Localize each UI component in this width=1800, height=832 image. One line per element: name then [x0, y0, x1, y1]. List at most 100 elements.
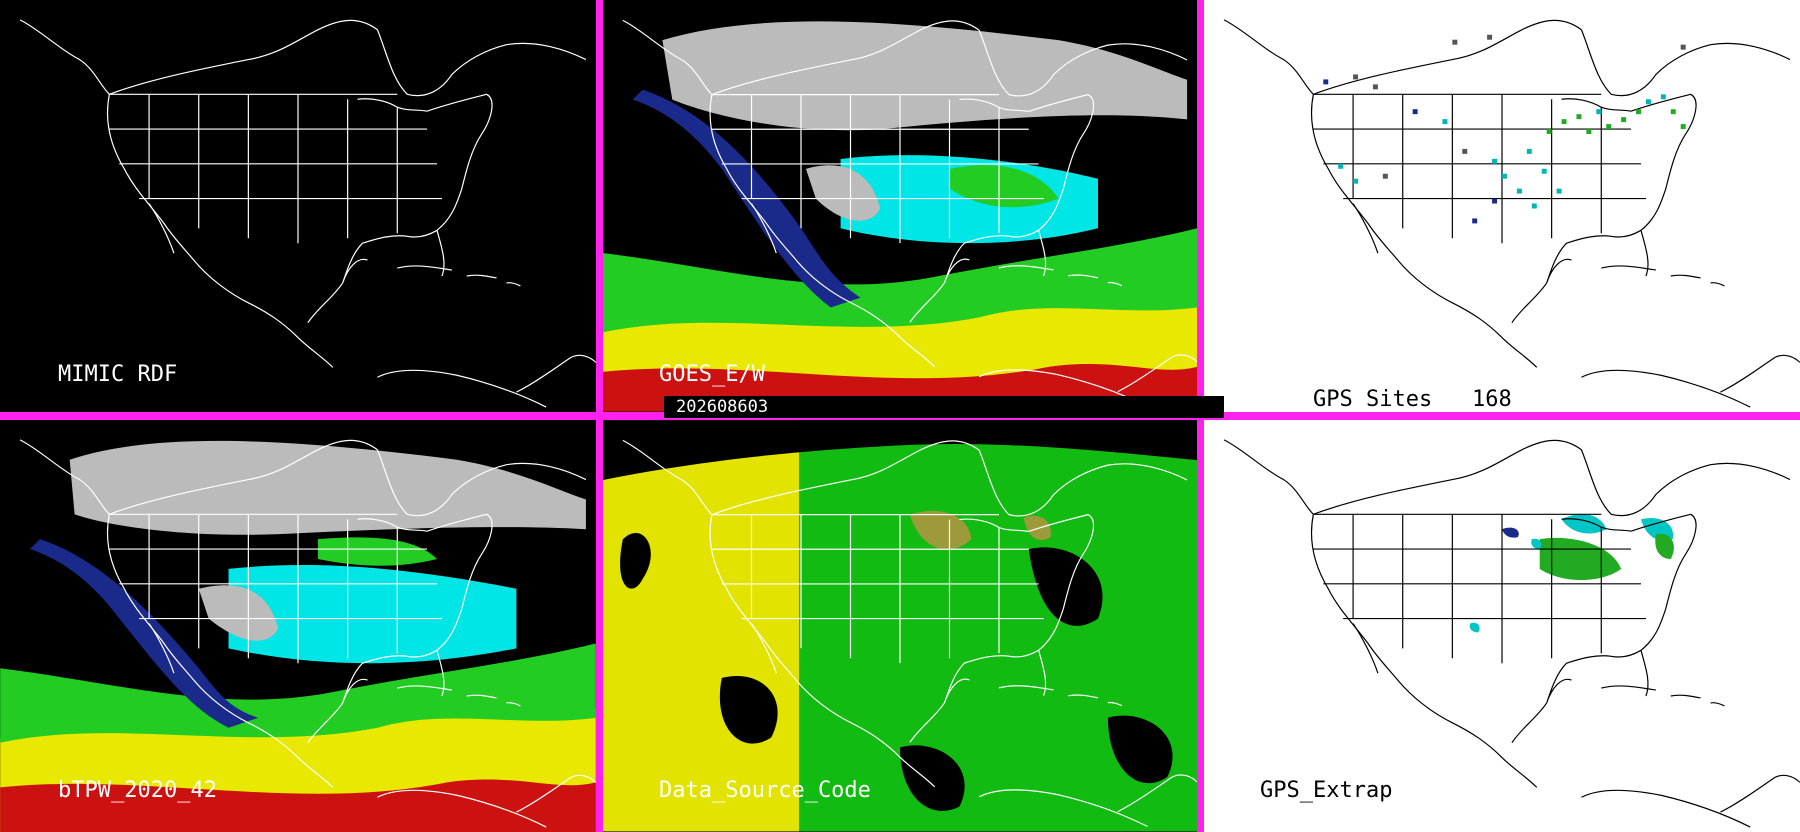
gps-site-marker	[1353, 74, 1359, 80]
gps-site-marker	[1323, 79, 1329, 85]
gps-site-marker	[1472, 218, 1478, 224]
map-outline	[397, 685, 452, 691]
map-outline	[1117, 354, 1197, 393]
map-outline	[1630, 513, 1697, 651]
map-outline	[193, 259, 334, 368]
map-outline	[426, 93, 493, 231]
map-outline	[751, 623, 777, 674]
map-outline	[1107, 701, 1123, 707]
map-outline	[1028, 513, 1095, 651]
tpw-field-goes	[603, 21, 1197, 412]
map-outline	[978, 789, 1148, 828]
map-outline	[709, 94, 797, 261]
map-outline	[506, 282, 521, 287]
map-btpw	[0, 439, 596, 832]
map-outline	[1117, 774, 1197, 813]
map-outline	[1601, 685, 1656, 691]
map-outline	[1038, 230, 1047, 277]
gps-site-marker	[1487, 34, 1493, 40]
map-outline	[1670, 694, 1701, 699]
map-outline	[711, 20, 980, 96]
map-outline	[148, 623, 175, 674]
map-outline	[978, 369, 1148, 408]
map-outline	[19, 439, 110, 515]
map-outline	[998, 265, 1054, 271]
map-outline	[1720, 354, 1800, 393]
map-outline	[1581, 789, 1751, 828]
gps-site-marker	[1546, 129, 1552, 135]
map-data-source	[603, 420, 1197, 832]
panel-label-gps-extrap: GPS_Extrap	[1260, 778, 1393, 803]
map-outline	[1038, 650, 1047, 697]
map-outline	[376, 29, 587, 97]
map-outline	[909, 702, 946, 743]
gps-site-marker	[1576, 114, 1582, 120]
map-outline	[376, 449, 587, 517]
map-outline	[516, 354, 596, 393]
map-outline	[998, 685, 1054, 691]
map-outline	[19, 19, 110, 95]
map-outline	[1546, 229, 1642, 284]
map-outline	[622, 439, 713, 516]
panel-label-mimic-rdf: MIMIC RDF	[58, 362, 178, 387]
map-outline	[1601, 265, 1656, 271]
gps-site-marker	[1382, 173, 1388, 179]
map-outline	[1670, 274, 1701, 279]
timestamp-bar: 202608603	[664, 396, 1224, 418]
gps-sites-count: 168	[1471, 387, 1512, 412]
map-outline	[148, 203, 175, 254]
gps-site-marker	[1492, 158, 1498, 164]
gps-site-marker	[1556, 188, 1562, 194]
map-outline	[1068, 274, 1099, 279]
map-outline	[466, 694, 497, 699]
map-outline	[106, 514, 195, 681]
map-outline	[709, 514, 797, 681]
map-outline	[1107, 281, 1123, 287]
gps-extrap-field	[1469, 514, 1674, 633]
panel-btpw: bTPW_2020_42	[0, 420, 596, 832]
map-outline	[436, 230, 445, 277]
gps-site-marker	[1541, 168, 1547, 174]
map-outline	[506, 702, 521, 707]
panel-label-gps-sites: GPS Sites 168	[1260, 362, 1512, 412]
map-outline	[1397, 679, 1538, 788]
gps-site-marker	[1452, 39, 1458, 45]
panel-mimic-rdf: MIMIC RDF	[0, 0, 596, 412]
map-outline	[106, 94, 195, 261]
map-outline	[795, 259, 936, 368]
map-outline	[109, 439, 378, 515]
gps-site-marker	[1680, 44, 1686, 50]
gps-sites-title: GPS Sites	[1312, 387, 1433, 412]
map-outline	[342, 229, 438, 284]
map-outline	[1710, 702, 1725, 707]
map-outline	[1310, 514, 1399, 681]
gps-site-marker	[1561, 119, 1567, 125]
panel-label-goes: GOES_E/W	[659, 362, 765, 387]
map-outline	[307, 282, 344, 323]
map-mimic-rdf	[19, 19, 596, 408]
map-outline	[1580, 449, 1791, 517]
map-outline	[307, 702, 344, 743]
map-outline	[1580, 29, 1791, 97]
map-outline	[357, 98, 428, 112]
gps-site-marker	[1621, 117, 1627, 123]
gps-site-marker	[1353, 178, 1359, 184]
map-outline	[516, 774, 596, 813]
map-outline	[751, 203, 777, 254]
map-outline	[978, 450, 1188, 517]
map-outline	[193, 679, 334, 788]
map-outline	[1561, 98, 1632, 112]
source-code-field	[603, 420, 1197, 832]
map-outline	[1313, 19, 1582, 95]
map-outline	[1068, 694, 1099, 699]
gps-site-marker	[1338, 163, 1344, 169]
map-outline	[1223, 19, 1314, 95]
gps-site-marker	[1462, 148, 1468, 154]
gps-site-marker	[1606, 124, 1612, 130]
map-outline	[978, 30, 1188, 97]
gps-site-marker	[1636, 109, 1641, 115]
map-outline	[1223, 439, 1314, 515]
map-outline	[377, 369, 547, 408]
map-outline	[1028, 93, 1095, 231]
map-outline	[109, 19, 378, 95]
